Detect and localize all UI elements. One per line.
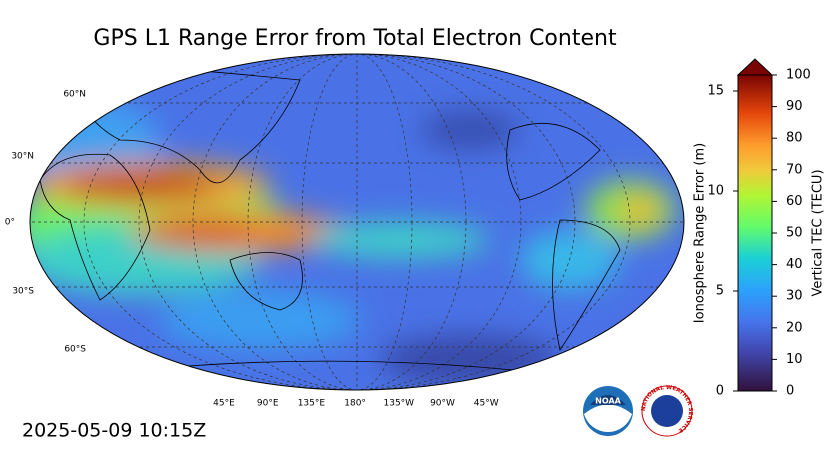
lon-label: 135°W xyxy=(384,399,415,409)
left-tick-label: 0 xyxy=(716,384,724,399)
lon-label: 180° xyxy=(344,399,366,409)
lat-label: 0° xyxy=(5,218,15,228)
right-tick-label: 100 xyxy=(786,68,811,83)
right-tick-label: 40 xyxy=(786,257,803,272)
lon-label: 90°E xyxy=(257,399,279,409)
lon-label: 135°E xyxy=(298,399,326,409)
lat-label: 60°S xyxy=(64,345,86,355)
colorbar-extend xyxy=(736,58,774,76)
right-tick-label: 60 xyxy=(786,194,803,209)
colorbar-bar xyxy=(737,74,773,392)
lon-label: 90°W xyxy=(430,399,455,409)
right-tick-label: 0 xyxy=(786,384,794,399)
left-tick-label: 15 xyxy=(707,84,724,99)
right-tick-label: 10 xyxy=(786,352,803,367)
right-tick-label: 30 xyxy=(786,289,803,304)
colorbar: Ionosphere Range Error (m) Vertical TEC … xyxy=(693,58,826,399)
right-axis-label: Vertical TEC (TECU) xyxy=(811,169,826,296)
lon-label: 45°E xyxy=(213,399,235,409)
lat-label: 60°N xyxy=(63,90,86,100)
right-tick-label: 50 xyxy=(786,226,803,241)
lat-label: 30°S xyxy=(12,287,34,297)
right-tick-label: 20 xyxy=(786,320,803,335)
timestamp: 2025-05-09 10:15Z xyxy=(22,420,206,442)
nws-logo: NATIONAL WEATHER SERVICE xyxy=(641,385,693,437)
right-tick-label: 90 xyxy=(786,99,803,114)
lon-label: 45°W xyxy=(474,399,499,409)
map-border xyxy=(29,53,685,391)
left-tick-label: 5 xyxy=(716,284,724,299)
right-tick-label: 70 xyxy=(786,162,803,177)
map xyxy=(30,54,684,390)
right-tick-label: 80 xyxy=(786,131,803,146)
noaa-text: NOAA xyxy=(595,397,621,406)
left-axis-label: Ionosphere Range Error (m) xyxy=(693,143,708,323)
left-tick-label: 10 xyxy=(707,184,724,199)
noaa-logo: NOAA xyxy=(583,386,633,436)
lat-label: 30°N xyxy=(11,152,34,162)
title: GPS L1 Range Error from Total Electron C… xyxy=(93,26,617,51)
